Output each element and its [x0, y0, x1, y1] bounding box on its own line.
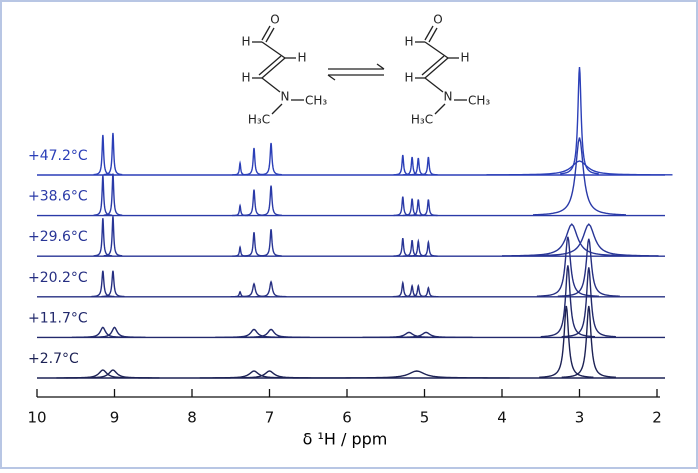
structure: O H H H N CH₃ H₃C [241, 13, 327, 127]
atom-label: H [297, 51, 306, 65]
x-tick-label: 5 [420, 409, 430, 427]
peak [215, 370, 324, 379]
peak [255, 280, 287, 298]
structures: O H H H N CH₃ H₃C O H H H N CH₃ H₃C [241, 13, 490, 127]
series-label: +20.2°C [28, 270, 88, 286]
peak [419, 156, 438, 176]
peak [379, 331, 473, 339]
peak [561, 267, 616, 338]
bond [428, 27, 438, 43]
peak [101, 270, 125, 298]
peak [539, 305, 594, 378]
peak [557, 238, 620, 297]
atom-label: N [281, 90, 290, 104]
peak [71, 326, 134, 338]
bond [421, 55, 445, 76]
structure: O H H H N CH₃ H₃C [404, 13, 490, 127]
peak [215, 328, 293, 339]
bond [424, 77, 444, 93]
peak [260, 142, 282, 176]
x-tick-label: 9 [110, 409, 120, 427]
atom-label: H [241, 35, 250, 49]
bond [424, 57, 449, 79]
arrow-head [376, 63, 385, 70]
peak [103, 173, 123, 216]
peak [419, 199, 438, 217]
x-tick-label: 10 [27, 409, 46, 427]
series-label: +38.6°C [28, 189, 88, 205]
peak [103, 132, 123, 176]
atom-label: CH₃ [468, 94, 490, 108]
peak [93, 134, 113, 176]
bond [434, 103, 446, 115]
peak [561, 305, 616, 378]
peak [91, 270, 115, 298]
atom-label: H [404, 71, 413, 85]
x-tick-label: 4 [497, 409, 507, 427]
peak [93, 218, 113, 257]
x-tick-label: 6 [342, 409, 352, 427]
peak [103, 216, 123, 257]
peak [260, 229, 282, 257]
peak [83, 326, 146, 338]
atom-label: H [241, 71, 250, 85]
bond [261, 77, 281, 93]
x-tick-label: 7 [265, 409, 275, 427]
series-label: +29.6°C [28, 229, 88, 245]
atom-label: H [460, 51, 469, 65]
peak [402, 240, 422, 257]
bond [424, 41, 449, 59]
peak [536, 236, 599, 297]
atom-label: O [270, 13, 279, 27]
atom-label: O [433, 13, 442, 27]
peak [560, 66, 599, 175]
peak [232, 328, 310, 339]
atom-label: H₃C [411, 113, 433, 127]
series-label: +47.2°C [28, 148, 88, 164]
bond [261, 41, 286, 59]
bond [261, 25, 271, 41]
x-tick-label: 8 [187, 409, 197, 427]
peak [519, 223, 659, 257]
bond [258, 55, 282, 76]
equilibrium-arrows [327, 63, 385, 81]
peak [532, 137, 627, 216]
x-tick-label: 2 [652, 409, 662, 427]
bond [261, 57, 286, 79]
series-label: +11.7°C [28, 310, 88, 326]
peak [402, 198, 422, 217]
peak [486, 160, 673, 176]
peak [402, 156, 422, 176]
atom-label: N [444, 90, 453, 104]
peak [66, 369, 160, 379]
peak [260, 185, 282, 216]
atom-label: H₃C [248, 113, 270, 127]
series-label: +2.7°C [28, 351, 79, 367]
atom-label: CH₃ [305, 94, 327, 108]
arrow-head [327, 74, 336, 81]
peak [93, 175, 113, 216]
peak [418, 286, 439, 298]
bond [271, 103, 283, 115]
peak [419, 239, 438, 257]
x-axis-label: δ ¹H / ppm [303, 430, 388, 449]
atom-label: H [404, 35, 413, 49]
peak [323, 370, 510, 379]
bond [424, 25, 434, 41]
x-tick-label: 3 [575, 409, 585, 427]
bond [265, 27, 275, 43]
